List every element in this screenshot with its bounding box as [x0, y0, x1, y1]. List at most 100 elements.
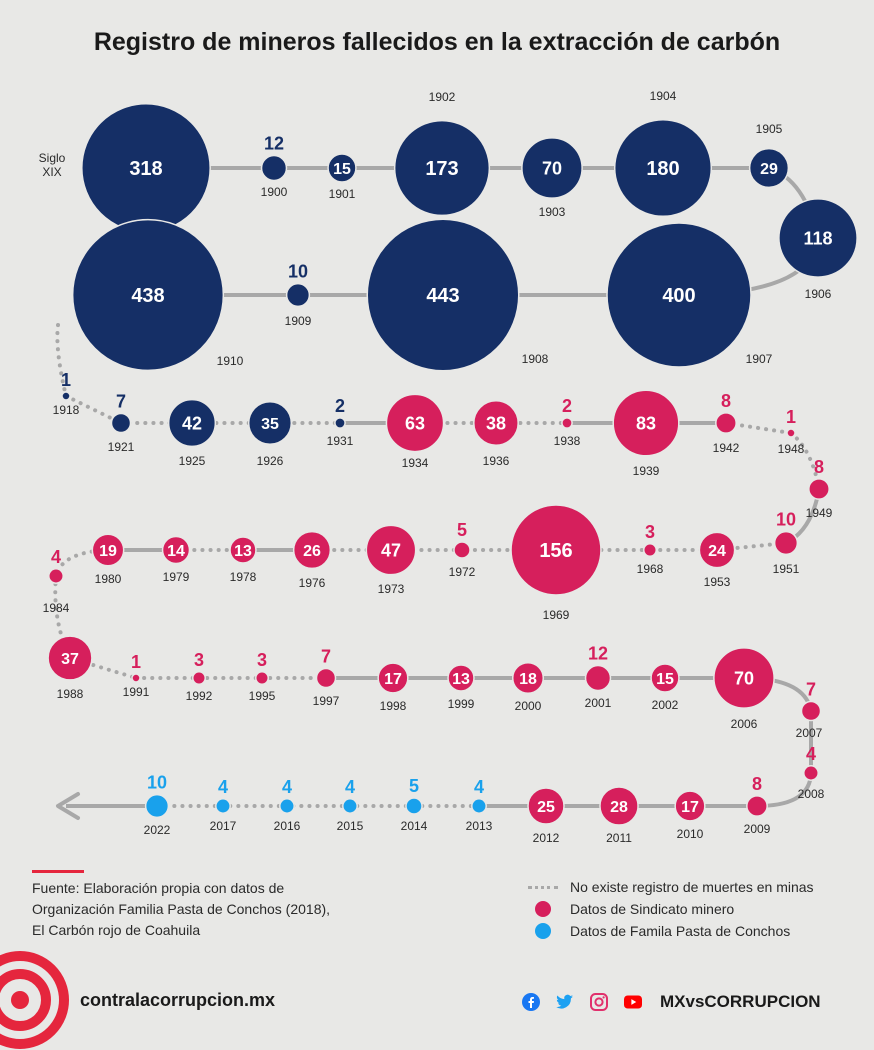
year-label: 1906: [805, 287, 832, 301]
brand-handle[interactable]: MXvsCORRUPCION: [660, 992, 821, 1012]
value-label: 8: [752, 774, 762, 794]
value-label: 1: [131, 652, 141, 672]
value-label: 24: [708, 543, 726, 560]
bubble-2014: [406, 798, 422, 814]
source-note: Fuente: Elaboración propia con datos de …: [32, 878, 412, 941]
year-label: Siglo: [39, 151, 66, 165]
year-label: 2014: [401, 819, 428, 833]
value-label: 18: [519, 671, 537, 688]
bubble-2001: [586, 666, 611, 691]
legend-no-record: No existe registro de muertes en minas: [524, 876, 814, 898]
value-label: 1: [61, 370, 71, 390]
source-accent-line: [32, 870, 84, 873]
year-label: 2012: [533, 831, 560, 845]
bubble-1931: [335, 418, 345, 428]
site-url[interactable]: contralacorrupcion.mx: [80, 990, 275, 1011]
bubble-2022: [146, 795, 169, 818]
year-label: 1949: [806, 506, 833, 520]
year-label: 2011: [606, 831, 632, 845]
value-label: 12: [264, 134, 284, 154]
year-label: 1995: [249, 689, 276, 703]
value-label: 42: [182, 413, 202, 433]
value-label: 3: [645, 522, 655, 542]
legend-no-record-label: No existe registro de muertes en minas: [570, 879, 814, 895]
bubble-1949: [809, 479, 829, 499]
twitter-icon[interactable]: [556, 993, 574, 1011]
value-label: 3: [194, 650, 204, 670]
legend-familia-label: Datos de Famila Pasta de Conchos: [570, 923, 790, 939]
bubble-1909: [287, 284, 310, 307]
value-label: 5: [457, 520, 467, 540]
facebook-icon[interactable]: [522, 993, 540, 1011]
bubble-2007: [801, 701, 820, 720]
value-label: 5: [409, 776, 419, 796]
social-links: MXvsCORRUPCION: [522, 992, 821, 1012]
year-label: 2010: [677, 827, 704, 841]
year-label: 1942: [713, 441, 740, 455]
value-label: 70: [734, 668, 754, 688]
value-label: 443: [426, 285, 459, 307]
bubble-1942: [716, 413, 736, 433]
year-label: 1931: [327, 434, 354, 448]
value-label: 180: [646, 158, 679, 180]
familia-swatch: [535, 923, 551, 939]
legend-sindicato: Datos de Sindicato minero: [524, 898, 814, 920]
value-label: 4: [345, 777, 355, 797]
year-label: 1936: [483, 454, 510, 468]
year-label: 1910: [217, 354, 244, 368]
value-label: 2: [335, 396, 345, 416]
year-label: 1978: [230, 570, 257, 584]
bubble-1968: [644, 544, 656, 556]
value-label: 37: [61, 651, 79, 668]
year-label: 1997: [313, 694, 340, 708]
instagram-icon[interactable]: [590, 993, 608, 1011]
year-label: 1984: [43, 601, 70, 615]
value-label: 15: [333, 161, 351, 178]
value-label: 83: [636, 413, 656, 433]
year-label: 1908: [522, 352, 549, 366]
year-label: 2000: [515, 699, 542, 713]
year-label: 1992: [186, 689, 213, 703]
year-label: 1969: [543, 608, 570, 622]
value-label: 4: [806, 744, 816, 764]
year-label: 1998: [380, 699, 407, 713]
value-label: 38: [486, 413, 506, 433]
value-label: 47: [381, 540, 401, 560]
value-label: 156: [539, 540, 572, 562]
year-label: 2007: [796, 726, 823, 740]
value-label: 35: [261, 416, 279, 433]
value-label: 10: [288, 262, 308, 282]
value-label: 173: [425, 158, 458, 180]
youtube-icon[interactable]: [624, 993, 642, 1011]
year-label: 1909: [285, 314, 312, 328]
year-label: 1988: [57, 687, 84, 701]
value-label: 13: [452, 671, 470, 688]
year-label: 1901: [329, 187, 356, 201]
value-label: 4: [282, 777, 292, 797]
value-label: 29: [760, 161, 778, 178]
value-label: 8: [721, 391, 731, 411]
year-label: 1925: [179, 454, 206, 468]
year-label: 1973: [378, 582, 405, 596]
year-label: 2016: [274, 819, 301, 833]
bubble-1918: [62, 392, 70, 400]
year-label: 1938: [554, 434, 581, 448]
value-label: 438: [131, 285, 164, 307]
bubble-2017: [216, 799, 230, 813]
bubble-1997: [316, 668, 335, 687]
bubble-1938: [562, 418, 572, 428]
year-label: 2017: [210, 819, 237, 833]
value-label: 13: [234, 543, 252, 560]
value-label: 25: [537, 799, 555, 816]
source-line-2: Organización Familia Pasta de Conchos (2…: [32, 899, 412, 920]
value-label: 17: [384, 671, 402, 688]
value-label: 4: [218, 777, 228, 797]
bubble-1991: [132, 674, 140, 682]
legend-sindicato-label: Datos de Sindicato minero: [570, 901, 734, 917]
bubble-1900: [262, 156, 287, 181]
bubble-2009: [747, 796, 767, 816]
year-label: 1980: [95, 572, 122, 586]
year-label: 1991: [123, 685, 150, 699]
year-label: XIX: [42, 165, 61, 179]
bubble-timeline-chart: 318SigloXIX12190015190117319027019031801…: [0, 0, 874, 1024]
